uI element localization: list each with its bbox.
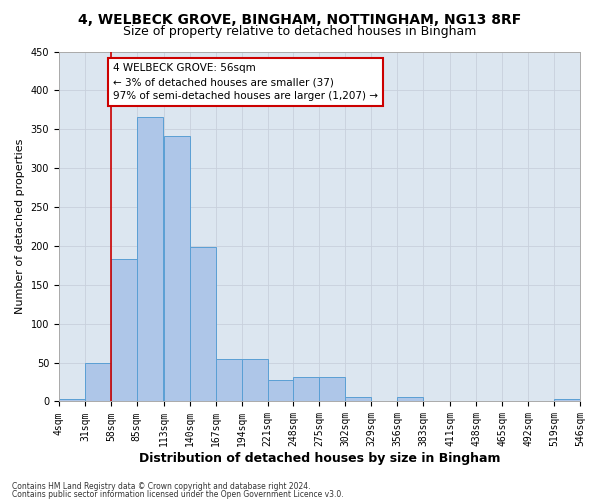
Bar [111, 259, 137, 402]
Text: 4 WELBECK GROVE: 56sqm
← 3% of detached houses are smaller (37)
97% of semi-deta: 4 WELBECK GROVE: 56sqm ← 3% of detached … [113, 63, 378, 101]
Bar [137, 117, 163, 402]
Bar [346, 397, 371, 402]
Bar [190, 246, 215, 402]
Bar [85, 362, 111, 402]
Bar [164, 136, 190, 402]
Bar [319, 376, 346, 402]
Bar [242, 360, 268, 402]
Text: Size of property relative to detached houses in Bingham: Size of property relative to detached ho… [124, 25, 476, 38]
Bar [397, 397, 423, 402]
Y-axis label: Number of detached properties: Number of detached properties [15, 139, 25, 314]
Bar [59, 399, 85, 402]
Text: Contains public sector information licensed under the Open Government Licence v3: Contains public sector information licen… [12, 490, 344, 499]
Bar [554, 399, 580, 402]
Bar [215, 360, 242, 402]
Bar [268, 380, 293, 402]
Text: 4, WELBECK GROVE, BINGHAM, NOTTINGHAM, NG13 8RF: 4, WELBECK GROVE, BINGHAM, NOTTINGHAM, N… [79, 12, 521, 26]
X-axis label: Distribution of detached houses by size in Bingham: Distribution of detached houses by size … [139, 452, 500, 465]
Text: Contains HM Land Registry data © Crown copyright and database right 2024.: Contains HM Land Registry data © Crown c… [12, 482, 311, 491]
Bar [293, 376, 319, 402]
